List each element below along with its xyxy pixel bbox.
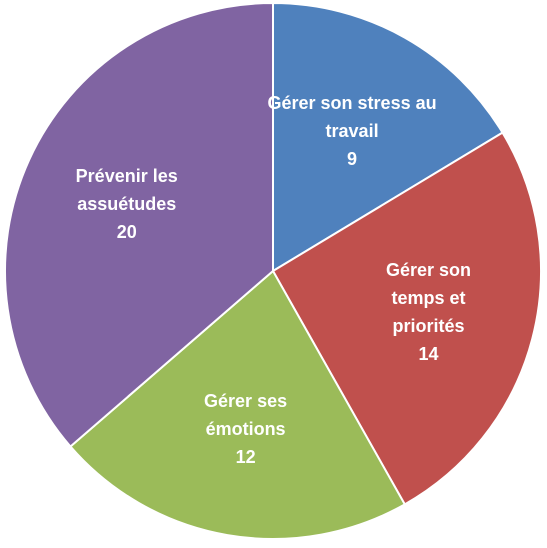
value-label: 20 xyxy=(116,222,137,243)
category-label: Gérer son temps et priorités xyxy=(385,259,472,336)
slice-label: Gérer son temps et priorités 14 xyxy=(376,256,481,368)
value-label: 14 xyxy=(418,343,439,364)
slice-label: Gérer son stress au travail 9 xyxy=(267,89,437,173)
category-label: Gérer son stress au travail xyxy=(267,92,437,141)
value-label: 9 xyxy=(347,148,358,169)
pie-slice xyxy=(272,1,504,273)
pie-slice xyxy=(4,1,274,448)
slice-label: Gérer ses émotions 12 xyxy=(191,387,301,471)
slice-label: Prévenir les assuétudes 20 xyxy=(62,162,192,246)
value-label: 12 xyxy=(235,447,256,468)
category-label: Prévenir les assuétudes xyxy=(75,166,178,215)
pie-slice xyxy=(271,131,542,506)
category-label: Gérer ses émotions xyxy=(204,391,288,440)
pie-slice xyxy=(69,269,407,540)
